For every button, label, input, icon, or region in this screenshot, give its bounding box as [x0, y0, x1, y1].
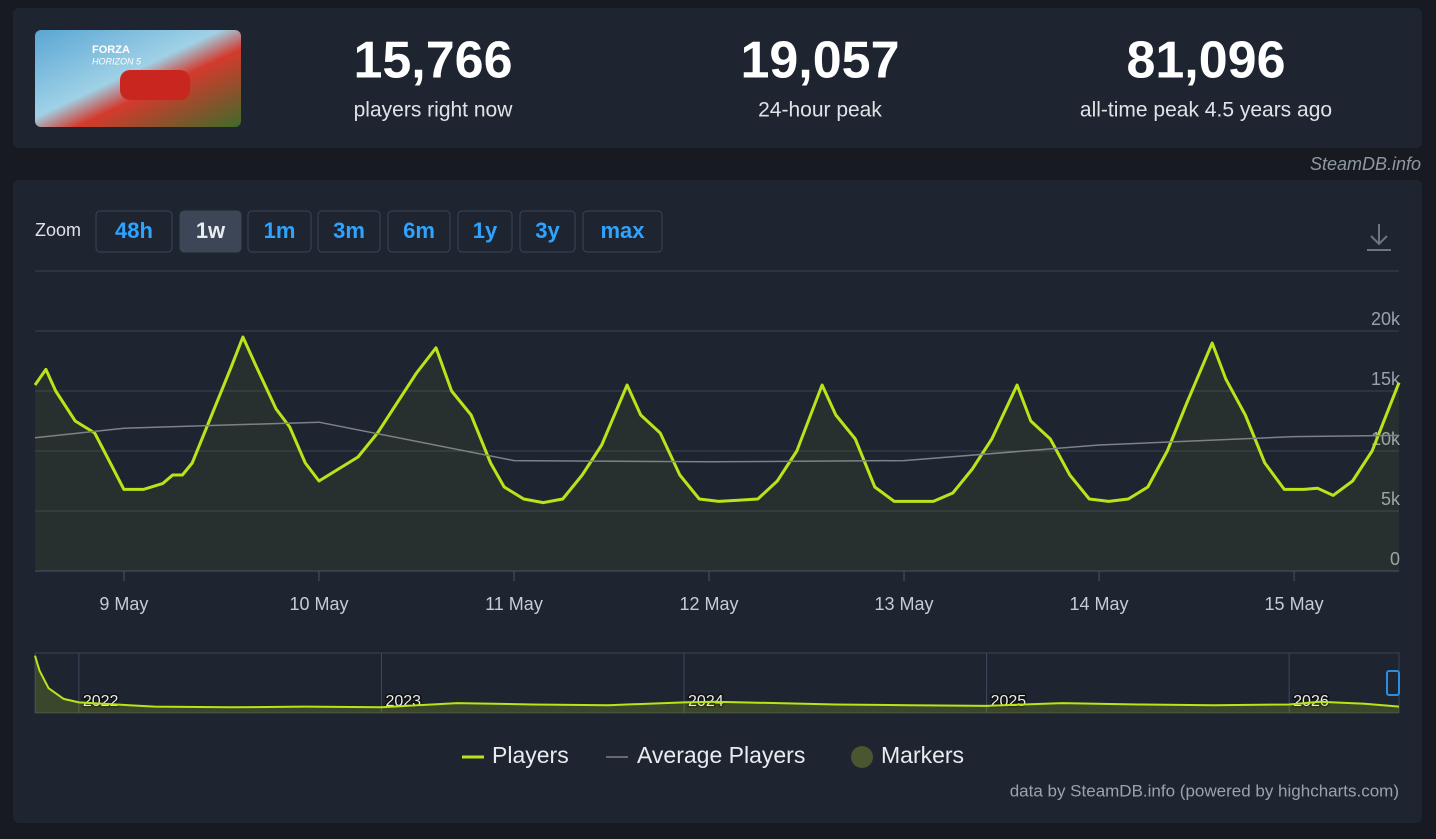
- zoom-button-label[interactable]: 1y: [473, 218, 498, 243]
- x-tick-label: 11 May: [485, 594, 543, 614]
- zoom-button-label[interactable]: max: [600, 218, 645, 243]
- navigator-handle[interactable]: [1386, 670, 1400, 696]
- navigator-label: 2025: [991, 693, 1027, 710]
- stat-label: players right now: [354, 99, 514, 122]
- stat-label: all-time peak 4.5 years ago: [1080, 99, 1332, 122]
- series-line: [34, 421, 1400, 463]
- y-tick-label: 15k: [1371, 369, 1401, 389]
- x-tick-label: 15 May: [1265, 594, 1324, 614]
- zoom-button[interactable]: [457, 210, 513, 253]
- stat-label: 24-hour peak: [758, 99, 882, 122]
- stat-value: 81,096: [1126, 32, 1285, 90]
- navigator-line: [34, 655, 1400, 709]
- logo-text: HORIZON 5: [92, 56, 142, 66]
- zoom-button-label[interactable]: 1w: [196, 218, 226, 243]
- zoom-button[interactable]: [317, 210, 381, 253]
- x-tick-label: 12 May: [679, 594, 738, 614]
- y-tick-label: 20k: [1371, 309, 1401, 329]
- legend-label[interactable]: Markers: [881, 742, 964, 768]
- zoom-label: Zoom: [35, 220, 81, 240]
- x-tick-label: 14 May: [1070, 594, 1129, 614]
- zoom-button[interactable]: [519, 210, 576, 253]
- credits[interactable]: data by SteamDB.info (powered by highcha…: [1010, 781, 1399, 800]
- zoom-button-label[interactable]: 3y: [535, 218, 560, 243]
- download-icon[interactable]: [1367, 224, 1391, 251]
- stats-panel: [13, 8, 1422, 148]
- x-tick-label: 9 May: [99, 594, 148, 614]
- series-line: [33, 335, 1401, 505]
- navigator-label: 2022: [83, 693, 119, 710]
- stat-value: 15,766: [353, 32, 512, 90]
- zoom-button-label[interactable]: 3m: [333, 218, 365, 243]
- zoom-button[interactable]: [247, 210, 312, 253]
- zoom-button-label[interactable]: 1m: [264, 218, 296, 243]
- players-area: [35, 337, 1399, 571]
- x-tick-label: 13 May: [875, 594, 934, 614]
- zoom-button-label[interactable]: 6m: [403, 218, 435, 243]
- zoom-button[interactable]: [387, 210, 451, 253]
- logo-text: FORZA: [92, 44, 130, 56]
- legend-label[interactable]: Average Players: [637, 742, 805, 768]
- zoom-button-label[interactable]: 48h: [115, 218, 153, 243]
- car-shape: [120, 70, 190, 100]
- legend-symbol[interactable]: [851, 746, 873, 768]
- y-tick-label: 0: [1390, 549, 1400, 569]
- y-tick-label: 5k: [1381, 489, 1401, 509]
- legend-label[interactable]: Players: [492, 742, 569, 768]
- stat-value: 19,057: [740, 32, 899, 90]
- x-tick-label: 10 May: [289, 594, 348, 614]
- zoom-button[interactable]: [95, 210, 173, 253]
- zoom-button[interactable]: [179, 210, 242, 253]
- zoom-button[interactable]: [582, 210, 663, 253]
- watermark: SteamDB.info: [1310, 154, 1421, 174]
